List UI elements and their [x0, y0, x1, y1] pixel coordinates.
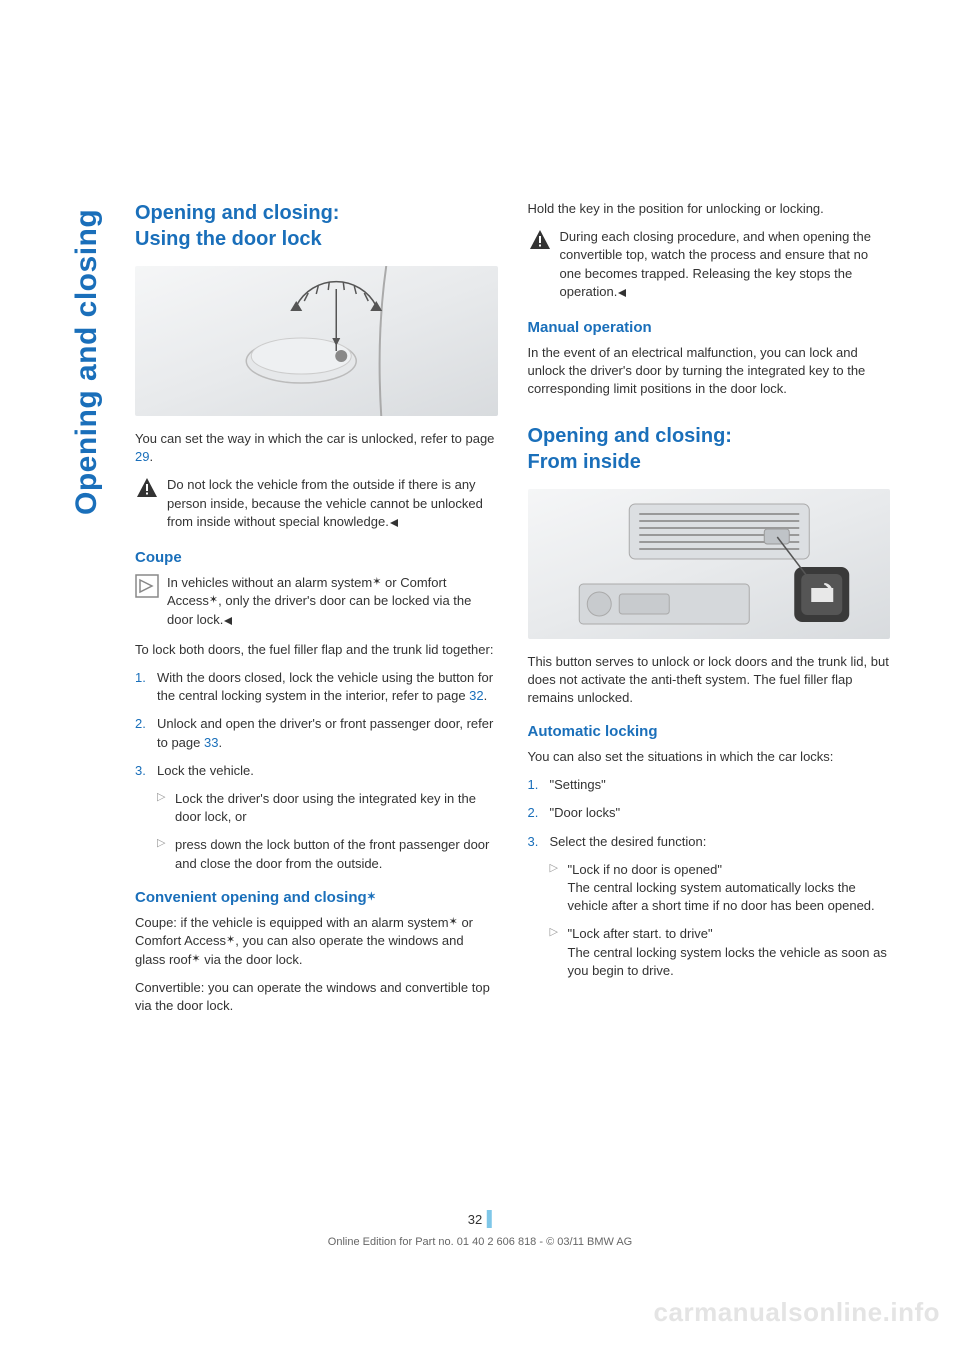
warning-text: Do not lock the vehicle from the outside… — [167, 476, 498, 533]
body-text: Hold the key in the position for unlocki… — [528, 200, 891, 218]
asterisk-icon: ✶ — [372, 576, 381, 588]
page-marker-icon — [487, 1210, 492, 1228]
warning-icon — [528, 228, 552, 252]
page-reference-link[interactable]: 33 — [204, 735, 218, 750]
end-marker-icon — [223, 613, 233, 631]
page-number-text: 32 — [468, 1212, 482, 1227]
right-column: Hold the key in the position for unlocki… — [528, 200, 891, 1025]
body-text: You can also set the situations in which… — [528, 748, 891, 766]
asterisk-icon: ✶ — [209, 594, 218, 606]
asterisk-icon: ✶ — [449, 916, 458, 928]
body-text: To lock both doors, the fuel filler flap… — [135, 641, 498, 659]
end-marker-icon — [617, 285, 627, 303]
title-line: Using the door lock — [135, 228, 322, 250]
list-item: With the doors closed, lock the vehicle … — [135, 669, 498, 705]
asterisk-icon: ✶ — [367, 891, 376, 903]
page-reference-link[interactable]: 29 — [135, 449, 149, 464]
title-line: From inside — [528, 451, 641, 473]
title-line: Opening and closing: — [528, 425, 732, 447]
title-line: Opening and closing: — [135, 202, 339, 224]
list-item: Select the desired function: "Lock if no… — [528, 833, 891, 980]
sub-list-item: Lock the driver's door using the integra… — [157, 790, 498, 826]
sub-list-item: press down the lock button of the front … — [157, 836, 498, 872]
asterisk-icon: ✶ — [191, 953, 200, 965]
subheading-convenient: Convenient opening and closing✶ — [135, 889, 498, 906]
list-item: Unlock and open the driver's or front pa… — [135, 715, 498, 751]
list-item: "Settings" — [528, 776, 891, 794]
watermark-text: carmanualsonline.info — [654, 1297, 940, 1328]
sub-list: Lock the driver's door using the integra… — [157, 790, 498, 873]
body-text: This button serves to unlock or lock doo… — [528, 653, 891, 708]
figure-interior-button — [528, 489, 891, 639]
manual-page: Opening and closing Opening and closing:… — [0, 0, 960, 1358]
note-icon — [135, 574, 159, 598]
warning-block: Do not lock the vehicle from the outside… — [135, 476, 498, 533]
note-text: In vehicles without an alarm system✶ or … — [167, 574, 498, 631]
figure-door-handle — [135, 266, 498, 416]
section-title-from-inside: Opening and closing: From inside — [528, 423, 891, 475]
body-text: You can set the way in which the car is … — [135, 430, 498, 466]
body-text: In the event of an electrical malfunctio… — [528, 344, 891, 399]
ordered-list: With the doors closed, lock the vehicle … — [135, 669, 498, 873]
ordered-list: "Settings" "Door locks" Select the desir… — [528, 776, 891, 980]
subheading-manual: Manual operation — [528, 319, 891, 336]
content-columns: Opening and closing: Using the door lock — [135, 200, 890, 1025]
list-item: "Door locks" — [528, 804, 891, 822]
end-marker-icon — [389, 515, 399, 533]
body-text: Coupe: if the vehicle is equipped with a… — [135, 914, 498, 969]
list-item: Lock the vehicle. Lock the driver's door… — [135, 762, 498, 873]
sub-list-item: "Lock after start. to drive"The central … — [550, 925, 891, 980]
footer-text: Online Edition for Part no. 01 40 2 606 … — [328, 1236, 632, 1248]
sub-list: "Lock if no door is opened"The central l… — [550, 861, 891, 980]
sidebar-section-label: Opening and closing — [70, 209, 104, 515]
left-column: Opening and closing: Using the door lock — [135, 200, 498, 1025]
asterisk-icon: ✶ — [226, 934, 235, 946]
page-reference-link[interactable]: 32 — [469, 688, 483, 703]
body-text: Convertible: you can operate the windows… — [135, 979, 498, 1015]
subheading-coupe: Coupe — [135, 549, 498, 566]
note-block: In vehicles without an alarm system✶ or … — [135, 574, 498, 631]
warning-text: During each closing procedure, and when … — [560, 228, 891, 303]
subheading-automatic: Automatic locking — [528, 723, 891, 740]
warning-icon — [135, 476, 159, 500]
section-title-door-lock: Opening and closing: Using the door lock — [135, 200, 498, 252]
warning-block: During each closing procedure, and when … — [528, 228, 891, 303]
sub-list-item: "Lock if no door is opened"The central l… — [550, 861, 891, 916]
page-number: 32 — [468, 1210, 492, 1228]
